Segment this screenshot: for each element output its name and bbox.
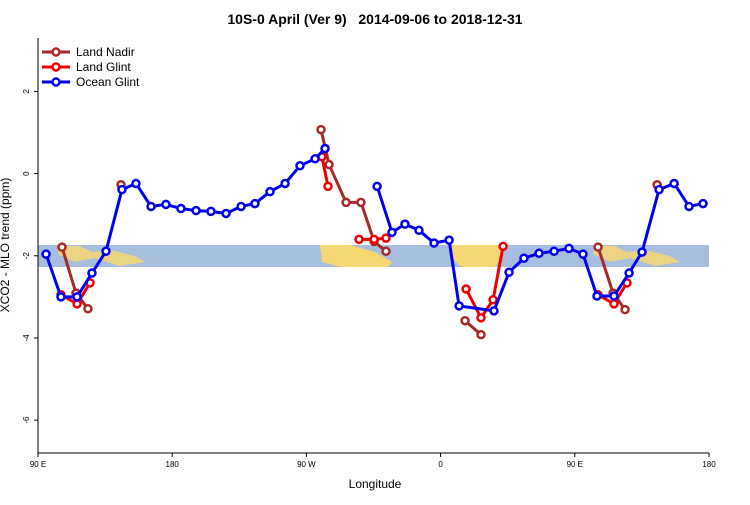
chart-title: 10S-0 April (Ver 9) 2014-09-06 to 2018-1… [227, 11, 522, 27]
point [620, 304, 630, 315]
point [117, 184, 127, 195]
point [381, 233, 391, 243]
point [280, 178, 290, 189]
point [461, 284, 471, 294]
map-strip [38, 245, 709, 267]
series-line [60, 156, 629, 321]
point [320, 143, 330, 154]
point [609, 299, 619, 309]
point [429, 238, 439, 248]
y-tick-label: -6 [22, 416, 31, 424]
y-tick-label: 0 [22, 171, 31, 176]
x-tick-label: 0 [438, 460, 443, 469]
point [87, 268, 97, 278]
y-tick-label: -2 [22, 252, 31, 260]
y-axis-label: XCO2 - MLO trend (ppm) [0, 178, 12, 313]
point [609, 291, 619, 301]
point [381, 246, 391, 257]
point [323, 181, 333, 192]
point [549, 246, 559, 257]
point [341, 197, 351, 208]
point [356, 197, 366, 208]
point [654, 184, 664, 195]
point [316, 124, 326, 135]
x-tick-label: 180 [702, 460, 716, 469]
x-tick-label: 90 E [567, 460, 583, 469]
point [414, 225, 424, 236]
point [578, 249, 588, 259]
point [489, 306, 499, 316]
point [250, 198, 260, 209]
point [488, 294, 498, 305]
point [504, 267, 514, 277]
point [72, 292, 82, 302]
legend-marker [51, 77, 61, 87]
point [354, 234, 364, 245]
x-tick-label: 180 [166, 460, 180, 469]
legend-label: Land Nadir [76, 45, 135, 59]
legend-marker [51, 62, 61, 72]
point [400, 219, 410, 229]
point [592, 291, 602, 301]
point [324, 159, 334, 170]
series-line [62, 130, 657, 335]
point [191, 205, 201, 216]
point [444, 235, 454, 245]
point [460, 315, 470, 326]
point [593, 242, 603, 252]
point [101, 246, 111, 257]
point [41, 249, 51, 259]
point [146, 201, 156, 212]
point [624, 268, 634, 278]
point [206, 206, 216, 217]
point [295, 161, 305, 171]
point [534, 248, 544, 259]
point [310, 154, 320, 164]
point [476, 313, 486, 323]
legend-label: Land Glint [76, 60, 131, 74]
point [669, 178, 679, 189]
legend-marker [51, 47, 61, 57]
point [161, 199, 171, 210]
point [698, 198, 708, 209]
point [176, 203, 186, 214]
point [131, 178, 141, 189]
y-tick-label: -4 [22, 334, 31, 342]
point [265, 186, 275, 197]
series-line [44, 147, 704, 313]
point [369, 234, 379, 245]
point [519, 253, 529, 263]
point [387, 227, 397, 238]
point [236, 201, 246, 212]
x-axis-label: Longitude [349, 477, 402, 491]
y-tick-label: 2 [22, 89, 31, 94]
x-tick-label: 90 W [297, 460, 316, 469]
point [684, 201, 694, 212]
point [476, 329, 486, 340]
x-tick-label: 90 E [30, 460, 46, 469]
land-patch [448, 245, 504, 267]
point [564, 243, 574, 254]
legend-label: Ocean Glint [76, 75, 140, 89]
point [57, 242, 67, 252]
point [498, 241, 508, 252]
land-patch [593, 246, 680, 266]
point [56, 292, 66, 302]
land-patch [320, 245, 392, 267]
point [637, 247, 647, 257]
point [372, 181, 382, 192]
point [221, 208, 231, 219]
point [83, 304, 93, 314]
point [454, 301, 464, 311]
